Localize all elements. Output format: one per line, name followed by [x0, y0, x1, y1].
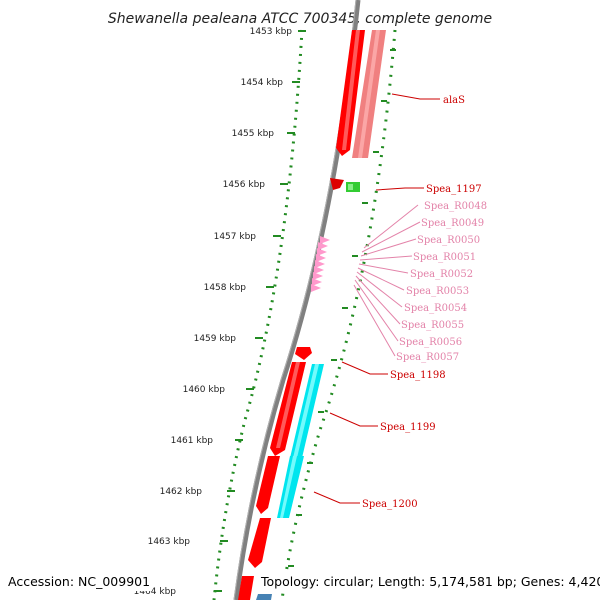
leader-line [357, 267, 405, 291]
leader-line [355, 275, 401, 325]
gene-label: Spea_1199 [380, 422, 436, 433]
trna-marker [316, 254, 326, 262]
gene-features [238, 30, 386, 600]
gene-label: Spea_1200 [362, 499, 418, 510]
gene-label: Spea_R0052 [410, 269, 473, 280]
gene-cyan-2-highlight [280, 456, 297, 518]
gene-label: Spea_R0057 [396, 352, 459, 363]
gene-spea-1200 [256, 456, 280, 514]
trna-marker [312, 278, 322, 286]
leader-line [361, 221, 421, 253]
tick-label: 1453 kbp [250, 27, 293, 37]
tick-label: 1463 kbp [148, 537, 191, 547]
leader-line [359, 255, 413, 261]
tick-label: 1462 kbp [160, 487, 203, 497]
tick-label: 1460 kbp [183, 385, 226, 395]
leader-line [329, 412, 378, 427]
leader-line [353, 284, 396, 357]
tick-label: 1455 kbp [232, 129, 275, 139]
accession-text: Accession: NC_009901 [8, 574, 150, 589]
gene-label: Spea_R0054 [404, 303, 467, 314]
leader-line [356, 271, 403, 308]
leader-line [358, 263, 409, 274]
leader-lines [313, 93, 440, 504]
gene-lower-red [248, 518, 271, 568]
scale-track-inner [280, 29, 397, 600]
tick-label: 1461 kbp [171, 436, 214, 446]
footer-topology-bg [258, 573, 596, 591]
tick-label: 1454 kbp [241, 78, 284, 88]
gene-label: Spea_1198 [390, 370, 446, 381]
trna-cluster [311, 236, 330, 292]
trna-marker [317, 248, 327, 256]
gene-label: Spea_R0055 [401, 320, 464, 331]
gene-alaS-shadow-highlight [358, 30, 380, 158]
gene-label: Spea_R0051 [413, 252, 476, 263]
topology-text: Topology: circular; Length: 5,174,581 bp… [260, 574, 600, 589]
gene-spea-1197 [330, 178, 344, 190]
gene-label: Spea_R0056 [399, 337, 462, 348]
gene-label: Spea_R0053 [406, 286, 469, 297]
leader-line [363, 204, 419, 249]
gene-label: Spea_R0050 [417, 235, 480, 246]
leader-line [354, 279, 399, 342]
trna-marker [320, 236, 330, 244]
leader-line [375, 187, 424, 191]
footer-accession-bg [6, 573, 152, 591]
tick-label: 1456 kbp [223, 180, 266, 190]
map-title: Shewanella pealeana ATCC 700345, complet… [108, 11, 492, 27]
gene-alaS-highlight [342, 30, 360, 150]
gene-bottom-red [238, 576, 254, 600]
gene-label: Spea_R0049 [421, 218, 484, 229]
leader-line [341, 361, 388, 375]
tick-labels: 1453 kbp 1454 kbp 1455 kbp 1456 kbp 1457… [134, 27, 293, 597]
gene-spea-1198 [295, 347, 312, 360]
genome-backbone [233, 0, 361, 600]
tick-label: 1457 kbp [214, 232, 257, 242]
tick-label: 1464 kbp [134, 587, 177, 597]
trna-marker [313, 272, 323, 280]
trna-marker [314, 266, 324, 274]
tick-marks [214, 30, 396, 592]
leader-line [391, 93, 440, 100]
leader-line [313, 491, 360, 504]
gene-cyan-2 [277, 456, 304, 518]
tick-label: 1458 kbp [204, 283, 247, 293]
gene-cyan-1-highlight [293, 364, 319, 458]
leader-line [360, 238, 417, 257]
gene-green-highlight [348, 184, 353, 190]
trna-marker [315, 260, 325, 268]
tick-label: 1459 kbp [194, 334, 237, 344]
gene-label: Spea_R0048 [424, 201, 487, 212]
gene-label: alaS [443, 95, 465, 106]
trna-marker [311, 284, 321, 292]
gene-bottom-blue [256, 594, 272, 600]
gene-labels: alaS Spea_1197 Spea_1198 Spea_1199 Spea_… [362, 95, 487, 510]
trna-marker [318, 242, 328, 250]
gene-spea-1199-highlight [276, 362, 300, 448]
gene-label: Spea_1197 [426, 184, 482, 195]
